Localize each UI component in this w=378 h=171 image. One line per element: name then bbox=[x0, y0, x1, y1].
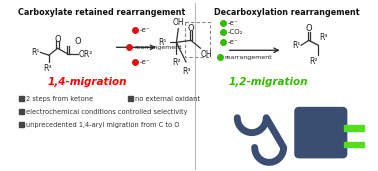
Text: O: O bbox=[305, 24, 312, 33]
Text: O: O bbox=[74, 37, 81, 46]
Text: O: O bbox=[54, 35, 61, 44]
Text: R²: R² bbox=[172, 58, 181, 67]
Bar bbox=[344, 125, 364, 131]
Bar bbox=[128, 96, 133, 101]
Text: 1,4-migration: 1,4-migration bbox=[48, 77, 127, 87]
Text: unprecedented 1,4-aryl migration from C to O: unprecedented 1,4-aryl migration from C … bbox=[26, 122, 179, 128]
Text: OR²: OR² bbox=[79, 50, 93, 59]
Text: R³: R³ bbox=[44, 64, 52, 73]
Text: -e⁻: -e⁻ bbox=[228, 19, 238, 25]
Text: -e⁻: -e⁻ bbox=[140, 59, 150, 65]
Text: -CO₂: -CO₂ bbox=[228, 29, 243, 35]
Text: OH: OH bbox=[201, 50, 212, 59]
Text: O: O bbox=[187, 24, 194, 33]
Text: rearrangement: rearrangement bbox=[225, 55, 272, 60]
Bar bbox=[19, 122, 24, 127]
Text: -e⁻: -e⁻ bbox=[140, 28, 150, 34]
Text: Carboxylate retained rearrangement: Carboxylate retained rearrangement bbox=[19, 8, 186, 17]
Text: R¹: R¹ bbox=[158, 38, 167, 47]
Text: R²: R² bbox=[309, 57, 318, 66]
Text: electrochemical conditions controlled selectivity: electrochemical conditions controlled se… bbox=[26, 109, 187, 115]
Text: R¹: R¹ bbox=[31, 48, 40, 57]
Bar bbox=[19, 96, 24, 101]
Text: Decarboxylation rearrangement: Decarboxylation rearrangement bbox=[214, 8, 359, 17]
Text: no external oxidant: no external oxidant bbox=[135, 96, 200, 102]
Text: 2 steps from ketone: 2 steps from ketone bbox=[26, 96, 93, 102]
Text: -e⁻: -e⁻ bbox=[228, 39, 238, 45]
Text: 1,2-migration: 1,2-migration bbox=[228, 77, 308, 87]
Text: R¹: R¹ bbox=[292, 41, 301, 50]
Text: R³: R³ bbox=[182, 67, 191, 76]
Bar bbox=[19, 109, 24, 114]
Bar bbox=[344, 142, 364, 148]
Text: R³: R³ bbox=[319, 33, 328, 42]
Text: OH: OH bbox=[173, 18, 184, 27]
Text: rearrangement: rearrangement bbox=[134, 45, 181, 50]
FancyBboxPatch shape bbox=[294, 107, 347, 158]
